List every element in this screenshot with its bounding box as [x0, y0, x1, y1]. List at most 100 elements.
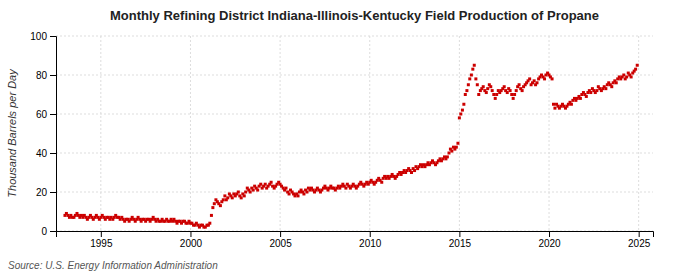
point	[471, 68, 474, 71]
point	[450, 150, 453, 153]
point	[553, 107, 556, 110]
point	[570, 103, 573, 106]
y-axis-tick: 100	[30, 31, 56, 42]
x-axis-tick: 2010	[359, 231, 382, 249]
point	[459, 113, 462, 116]
point	[446, 155, 449, 158]
y-axis-tick-mark	[50, 153, 56, 154]
point	[213, 202, 216, 205]
point	[223, 194, 226, 197]
point	[515, 89, 518, 92]
point	[630, 75, 633, 78]
x-axis-tick-mark	[280, 231, 281, 237]
point	[477, 93, 480, 96]
x-axis-tick: 2025	[628, 231, 651, 249]
point	[462, 103, 465, 106]
point	[243, 194, 246, 197]
point	[410, 171, 413, 174]
point	[297, 194, 300, 197]
point	[302, 192, 305, 195]
point	[211, 206, 214, 209]
point	[456, 142, 459, 145]
point	[492, 93, 495, 96]
point	[468, 77, 471, 80]
point	[552, 103, 555, 106]
plot-area: 1995200020052010201520202025020406080100	[30, 31, 653, 249]
point	[585, 95, 588, 98]
point	[634, 68, 637, 71]
point	[380, 181, 383, 184]
y-axis-tick-mark	[50, 36, 56, 37]
point	[240, 196, 243, 199]
x-axis-tick-mark	[459, 231, 460, 237]
source-note: Source: U.S. Energy Information Administ…	[8, 260, 218, 271]
point	[270, 181, 273, 184]
grid-line-x	[459, 36, 460, 231]
point	[305, 191, 308, 194]
point	[509, 89, 512, 92]
chart-svg: 1995200020052010201520202025020406080100…	[0, 0, 675, 275]
points	[63, 64, 638, 229]
x-axis-tick: 2000	[180, 231, 203, 249]
grid-line-x	[369, 36, 370, 231]
grid-line-y	[56, 36, 653, 37]
point	[476, 83, 479, 86]
point	[210, 214, 213, 217]
y-axis-tick-mark	[50, 114, 56, 115]
point	[231, 196, 234, 199]
x-axis-tick-mark	[639, 231, 640, 237]
grid-line-y	[56, 192, 653, 193]
y-axis-tick-label: 100	[30, 31, 47, 42]
x-axis-line	[57, 232, 654, 238]
chart-container: 1995200020052010201520202025020406080100…	[0, 0, 675, 275]
point	[595, 89, 598, 92]
point	[344, 187, 347, 190]
grid-line-y	[56, 153, 653, 154]
point	[482, 85, 485, 88]
point	[447, 152, 450, 155]
point	[506, 91, 509, 94]
point	[551, 77, 554, 80]
x-axis-tick: 2020	[538, 231, 561, 249]
grid-line-x	[280, 36, 281, 231]
point	[510, 93, 513, 96]
y-axis-tick: 20	[36, 187, 56, 198]
point	[610, 85, 613, 88]
y-axis-title: Thousand Barrels per Day	[6, 68, 18, 198]
x-axis-tick-mark	[101, 231, 102, 237]
y-axis-tick-label: 60	[36, 109, 48, 120]
y-axis-tick: 80	[36, 70, 56, 81]
point	[604, 87, 607, 90]
point	[495, 93, 498, 96]
point	[528, 77, 531, 80]
point	[485, 91, 488, 94]
point	[464, 93, 467, 96]
point	[256, 189, 259, 192]
x-axis-tick-label: 1995	[90, 238, 113, 249]
y-axis-tick-mark	[50, 75, 56, 76]
point	[208, 222, 211, 225]
y-axis-tick: 0	[41, 226, 56, 237]
x-axis-tick-label: 2000	[180, 238, 203, 249]
y-axis-tick: 40	[36, 148, 56, 159]
point	[244, 191, 247, 194]
point	[413, 169, 416, 172]
y-axis-tick-mark	[50, 192, 56, 193]
point	[533, 79, 536, 82]
point	[219, 204, 222, 207]
grid-line-y	[56, 75, 653, 76]
point	[486, 87, 489, 90]
point	[521, 89, 524, 92]
point	[513, 93, 516, 96]
point	[249, 191, 252, 194]
point	[491, 89, 494, 92]
point	[473, 64, 476, 67]
point	[474, 77, 477, 80]
point	[285, 187, 288, 190]
point	[615, 81, 618, 84]
y-axis-tick-label: 20	[36, 187, 48, 198]
point	[264, 183, 267, 186]
point	[512, 97, 515, 100]
point	[461, 109, 464, 112]
grid	[56, 36, 653, 231]
